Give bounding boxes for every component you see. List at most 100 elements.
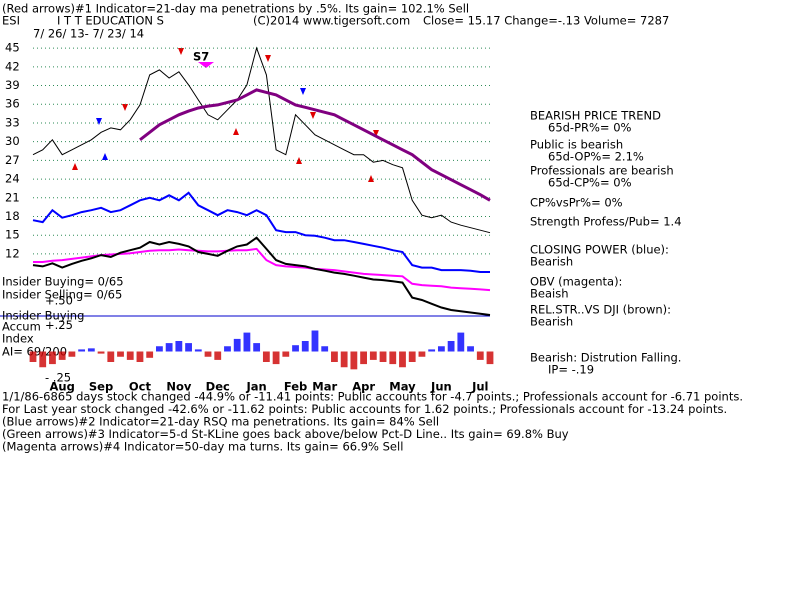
left-label: Insider Selling= 0/65: [2, 288, 122, 302]
ai-bar: [331, 351, 338, 362]
ai-bar: [185, 343, 192, 352]
ai-bar: [97, 351, 105, 354]
y-tick-label: 18: [5, 209, 20, 223]
status-text: CLOSING POWER (blue):: [530, 243, 669, 257]
ai-bar: [301, 341, 309, 352]
copyright: (C)2014 www.tigersoft.com: [253, 14, 410, 28]
y-tick-label: 15: [5, 228, 20, 242]
status-text: 65d-PR%= 0%: [548, 121, 632, 135]
red-arrow: [178, 48, 184, 55]
status-text: IP= -.19: [548, 363, 594, 377]
left-label: Insider Buying= 0/65: [2, 275, 124, 289]
ai-bar: [39, 351, 47, 368]
x-tick-label: Dec: [206, 380, 230, 394]
red-arrow: [310, 112, 316, 119]
ai-bar: [29, 351, 37, 362]
symbol: ESI: [2, 14, 20, 28]
status-text: 65d-CP%= 0%: [548, 176, 632, 190]
red-arrow: [233, 128, 239, 135]
ai-bar: [311, 330, 319, 352]
ai-bar: [224, 346, 231, 352]
status-text: Bearish: [530, 255, 573, 269]
status-text: Strength Profess/Pub= 1.4: [530, 215, 682, 229]
ai-bar: [457, 332, 465, 352]
ai-bar: [340, 351, 348, 368]
blue-arrow: [96, 118, 102, 125]
note: For Last year stock changed -42.6% or -1…: [2, 402, 727, 416]
note: (Blue arrows)#2 Indicator=21-day RSQ ma …: [2, 415, 439, 429]
ai-bar: [476, 351, 484, 360]
ai-bar: [408, 351, 416, 362]
ai-bar: [233, 338, 241, 352]
left-label: +.50: [45, 294, 73, 308]
y-tick-label: 33: [5, 115, 20, 129]
ai-bar: [194, 349, 202, 352]
left-label: Index: [2, 332, 34, 346]
status-text: CP%vsPr%= 0%: [530, 196, 623, 210]
ai-bar: [321, 346, 329, 352]
y-tick-label: 39: [5, 78, 20, 92]
ai-bar: [379, 351, 387, 362]
red-arrow: [72, 163, 78, 170]
quote: Close= 15.17 Change=-.13 Volume= 7287: [423, 14, 669, 28]
annotation: S7: [193, 50, 209, 64]
ai-bar: [262, 351, 270, 362]
note: (Green arrows)#3 Indicator=5-d St-KLine …: [2, 427, 569, 441]
x-tick-label: Feb: [284, 380, 307, 394]
ai-bar: [136, 351, 144, 362]
series-line: [33, 247, 491, 292]
ai-bar: [146, 351, 154, 358]
ai-bar: [126, 351, 134, 360]
ai-bar: [58, 351, 66, 360]
red-arrow: [373, 130, 379, 137]
ai-bar: [467, 346, 474, 352]
company: I T T EDUCATION S: [57, 14, 164, 28]
x-tick-label: Sep: [89, 380, 113, 394]
status-text: Bearish: Distrution Falling.: [530, 351, 681, 365]
x-tick-label: Nov: [166, 380, 192, 394]
x-tick-label: Apr: [352, 380, 375, 394]
x-tick-label: Jul: [471, 380, 488, 394]
x-tick-label: Oct: [129, 380, 152, 394]
status-text: REL.STR..VS DJI (brown):: [530, 303, 671, 317]
blue-arrow: [300, 88, 306, 95]
x-tick-label: May: [389, 380, 416, 394]
y-tick-label: 24: [5, 172, 20, 186]
y-tick-label: 30: [5, 134, 20, 148]
status-text: OBV (magenta):: [530, 275, 622, 289]
ai-bar: [117, 351, 124, 357]
y-tick-label: - .25: [45, 370, 71, 384]
ai-bar: [165, 343, 173, 352]
y-tick-label: 21: [5, 190, 20, 204]
x-tick-label: Aug: [50, 380, 75, 394]
series-line: [32, 191, 490, 273]
y-tick-label: 27: [5, 153, 20, 167]
y-tick-label: 42: [5, 59, 20, 73]
ai-bar: [272, 351, 280, 365]
red-arrow: [122, 104, 128, 111]
header-line: (Red arrows)#1 Indicator=21-day ma penet…: [2, 2, 469, 16]
status-text: Professionals are bearish: [530, 164, 674, 178]
x-tick-label: Mar: [312, 380, 337, 394]
red-arrow: [368, 175, 374, 182]
status-text: 65d-OP%= 2.1%: [548, 150, 644, 164]
ai-bar: [447, 341, 455, 352]
ai-bar: [49, 351, 56, 365]
ai-bar: [350, 351, 358, 370]
series-line: [32, 46, 491, 234]
note: 1/1/86-6865 days stock changed -44.9% or…: [2, 390, 743, 404]
status-text: Beaish: [530, 287, 569, 301]
ai-bar: [243, 332, 251, 352]
x-tick-label: Jan: [246, 380, 267, 394]
status-text: Bearish: [530, 315, 573, 329]
left-label: Insider Buying: [2, 309, 84, 323]
ai-bar: [87, 348, 95, 352]
red-arrow: [296, 157, 302, 164]
y-tick-label: 45: [5, 41, 20, 55]
ai-bar: [486, 351, 494, 365]
status-text: BEARISH PRICE TREND: [530, 109, 661, 123]
series-line: [139, 88, 491, 202]
y-tick-label: 12: [5, 246, 20, 260]
